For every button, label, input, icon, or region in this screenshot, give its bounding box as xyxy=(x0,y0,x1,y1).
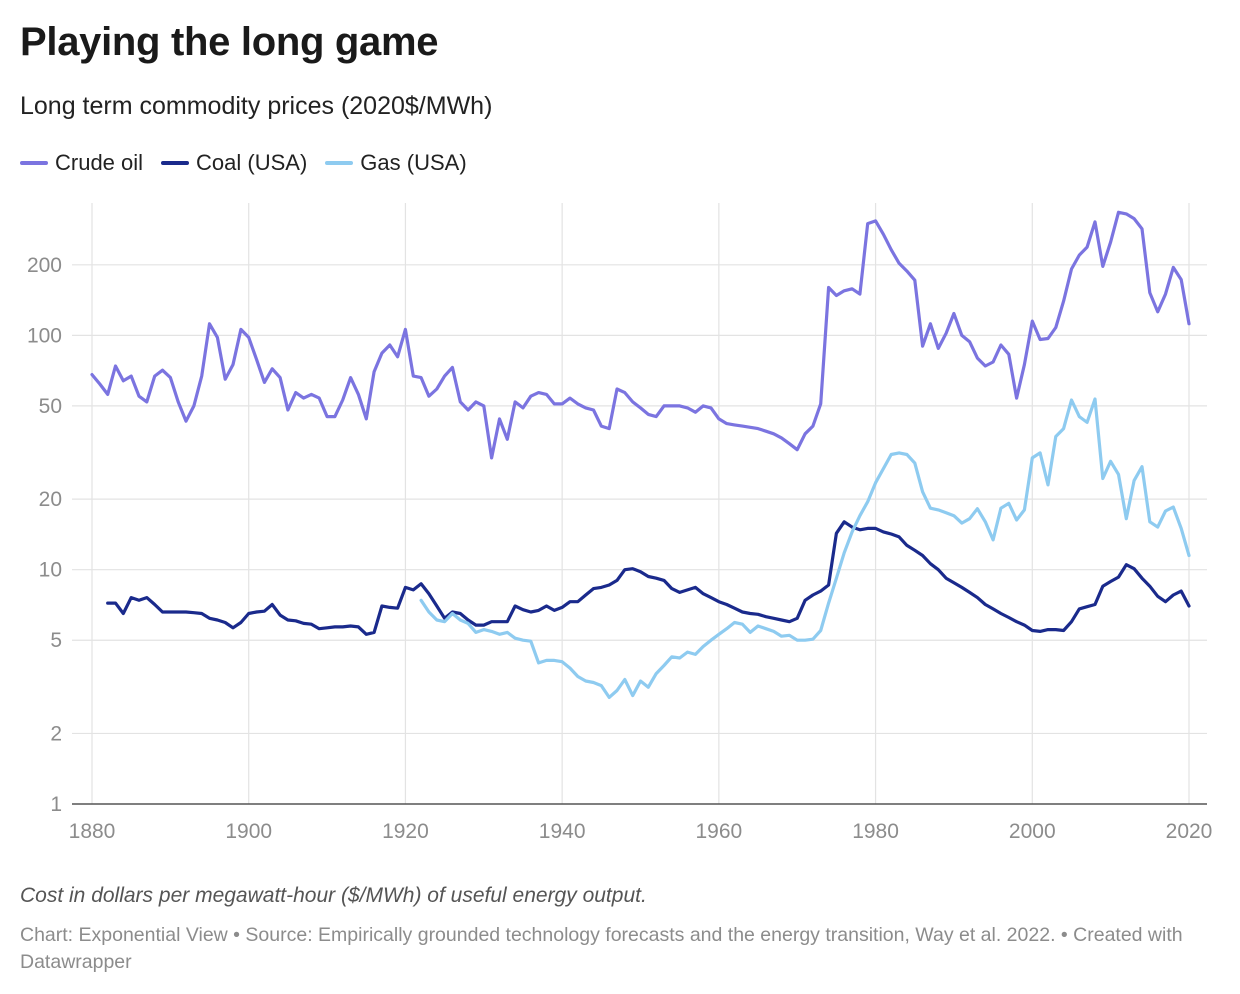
legend-item-gas: Gas (USA) xyxy=(325,150,467,176)
y-tick-label: 2 xyxy=(50,722,62,745)
x-tick-label: 2000 xyxy=(1009,820,1056,843)
legend-swatch-crude-oil xyxy=(20,161,48,165)
series-line-gas-usa xyxy=(419,397,1191,699)
y-tick-label: 5 xyxy=(50,629,62,652)
legend-swatch-coal xyxy=(161,161,190,165)
chart-credits: Chart: Exponential View • Source: Empiri… xyxy=(20,924,1183,973)
chart-note: Cost in dollars per megawatt-hour ($/MWh… xyxy=(20,884,647,907)
x-tick-label: 1960 xyxy=(695,820,742,843)
legend-label-coal: Coal (USA) xyxy=(196,150,308,175)
legend-swatch-gas xyxy=(325,161,354,165)
y-tick-label: 1 xyxy=(50,793,62,816)
chart-title: Playing the long game xyxy=(20,20,439,64)
x-tick-label: 1920 xyxy=(382,820,429,843)
x-tick-label: 1900 xyxy=(225,820,272,843)
x-tick-label: 1880 xyxy=(69,820,116,843)
y-tick-label: 10 xyxy=(39,559,62,582)
chart-subtitle: Long term commodity prices (2020$/MWh) xyxy=(20,92,493,120)
legend-label-crude-oil: Crude oil xyxy=(55,150,144,175)
x-tick-label: 2020 xyxy=(1166,820,1213,843)
y-tick-label: 100 xyxy=(27,324,62,347)
x-tick-label: 1980 xyxy=(852,820,899,843)
legend-item-crude-oil: Crude oil xyxy=(20,150,143,176)
y-tick-label: 50 xyxy=(39,395,62,418)
line-chart: 1880 1900 1920 1940 1960 1980 2000 2020 1 2 5 10 20 5… xyxy=(27,203,1213,843)
legend-label-gas: Gas (USA) xyxy=(360,150,467,175)
legend-item-coal: Coal (USA) xyxy=(161,150,307,176)
chart-legend: Crude oil Coal (USA) Gas (USA) xyxy=(20,150,467,176)
series-line-coal-usa xyxy=(106,520,1191,636)
y-tick-label: 20 xyxy=(39,488,62,511)
y-tick-label: 200 xyxy=(27,254,62,277)
series-line-crude-oil xyxy=(90,210,1191,460)
x-tick-label: 1940 xyxy=(539,820,586,843)
